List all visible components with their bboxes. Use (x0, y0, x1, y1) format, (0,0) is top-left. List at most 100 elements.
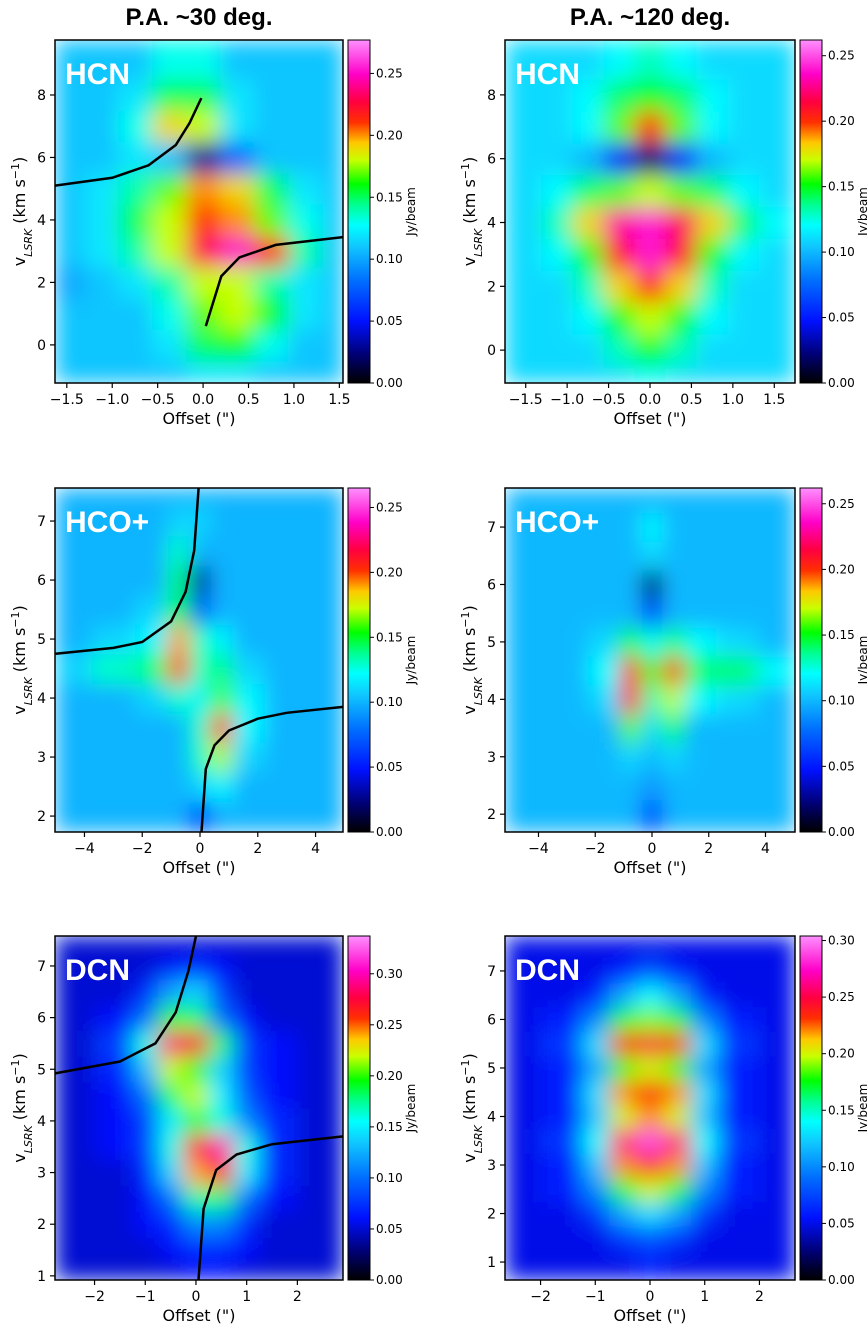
x-axis-label: Offset (") (614, 409, 687, 428)
heatmap-cell (718, 1080, 760, 1105)
heatmap-cell (55, 141, 85, 174)
heatmap-cell (581, 1201, 610, 1227)
heatmap-cells (55, 936, 343, 1280)
heatmap-cell (662, 771, 685, 801)
heatmap-cell (210, 683, 234, 714)
heatmap-cell (541, 206, 573, 239)
heatmap-cell (132, 1185, 159, 1212)
heatmap-cell (220, 235, 255, 268)
heatmap-cell (254, 360, 289, 383)
heatmap-cell (220, 110, 255, 143)
heatmap-cell (540, 1080, 583, 1105)
x-tick-label: −2 (585, 841, 606, 857)
x-tick-label: −1.5 (50, 392, 84, 408)
colorbar-tick-label: 0.15 (828, 180, 855, 194)
heatmap-cell (588, 799, 621, 832)
heatmap-cell (288, 40, 323, 80)
x-tick-label: 1.5 (328, 392, 350, 408)
heatmap-cell (665, 206, 698, 239)
heatmap-cell (117, 173, 153, 205)
heatmap-cell (151, 40, 187, 80)
heatmap-cell (183, 1082, 210, 1109)
heatmap-cell (254, 266, 289, 299)
heatmap-cell (727, 110, 760, 144)
heatmap-cell (691, 936, 719, 960)
x-tick-label: 0 (646, 1289, 655, 1305)
heatmap-cell (135, 653, 169, 684)
colorbar-tick-label: 0.20 (376, 1069, 403, 1083)
heatmap-cell (186, 40, 221, 80)
heatmap-cell (135, 771, 169, 802)
heatmap-cell (608, 1128, 637, 1154)
heatmap-cell (132, 1108, 159, 1135)
heatmap-cell (505, 302, 542, 335)
heatmap-cell (322, 329, 343, 362)
heatmap-cells (505, 488, 795, 832)
heatmap-cell (665, 366, 698, 383)
colorbar-tick-label: 0.10 (376, 1171, 403, 1185)
heatmap-cell (758, 142, 795, 176)
colorbar-tick-label: 0.25 (828, 49, 855, 63)
heatmap-cell (167, 801, 190, 832)
heatmap-cell (758, 302, 795, 335)
heatmap-cell (322, 204, 343, 237)
heatmap-cell (94, 978, 134, 1006)
heatmap-cell (683, 570, 717, 600)
heatmap-cell (718, 1152, 760, 1178)
heatmap-cell (588, 541, 621, 571)
heatmap-cell (167, 742, 190, 773)
heatmap-cell (636, 1007, 665, 1033)
panel-label: HCO+ (65, 506, 149, 539)
heatmap-cell (157, 1056, 184, 1083)
heatmap-cell (117, 266, 153, 299)
heatmap-cell (135, 742, 169, 773)
heatmap-cell (167, 565, 190, 596)
heatmap-cell (588, 570, 621, 600)
heatmap-cell (545, 799, 589, 832)
heatmap-cell (620, 742, 642, 772)
x-tick-label: 1.0 (722, 392, 744, 408)
heatmap-cell (662, 570, 685, 600)
colorbar-tick-label: 0.25 (828, 497, 855, 511)
heatmap-cell (55, 204, 85, 237)
heatmap-cell (505, 958, 542, 984)
heatmap-cell (117, 110, 153, 143)
heatmap-cell (210, 594, 234, 625)
heatmap-cell (297, 1211, 343, 1238)
heatmap-cell (55, 624, 93, 655)
heatmap-cell (641, 656, 664, 686)
heatmap-cell (759, 983, 795, 1008)
heatmap-cell (603, 302, 635, 335)
heatmap (55, 936, 343, 1280)
heatmap-cell (696, 110, 729, 144)
heatmap-cell (758, 174, 795, 208)
heatmap-cell (254, 204, 289, 237)
y-axis-label-part: (km s (10, 179, 29, 229)
heatmap-cell (683, 684, 717, 715)
heatmap-cell (117, 298, 153, 330)
heatmap-cell (91, 801, 136, 832)
heatmap-cell (683, 488, 717, 514)
heatmap-cell (94, 1056, 134, 1083)
heatmap-cells (55, 488, 343, 832)
heatmap-cell (259, 1082, 298, 1109)
heatmap-cell (641, 713, 664, 743)
heatmap-cell (297, 936, 343, 954)
heatmap-cell (151, 298, 187, 330)
heatmap-cell (545, 656, 589, 686)
heatmap-cell (636, 1104, 665, 1130)
heatmap-cell (608, 1152, 637, 1178)
heatmap-cell (167, 535, 190, 566)
heatmap-cell (663, 1104, 692, 1130)
heatmap-cell (220, 298, 255, 330)
heatmap-cell (505, 110, 542, 144)
heatmap-cell (220, 173, 255, 205)
heatmap-cell (259, 1262, 298, 1280)
heatmap-cell (691, 1177, 719, 1202)
heatmap-cell (759, 1104, 795, 1130)
heatmap-cell (233, 1056, 260, 1083)
y-tick-label: 5 (37, 632, 46, 648)
heatmap-cell (157, 1159, 184, 1186)
heatmap-cell (322, 266, 343, 299)
heatmap-cell (505, 598, 547, 629)
